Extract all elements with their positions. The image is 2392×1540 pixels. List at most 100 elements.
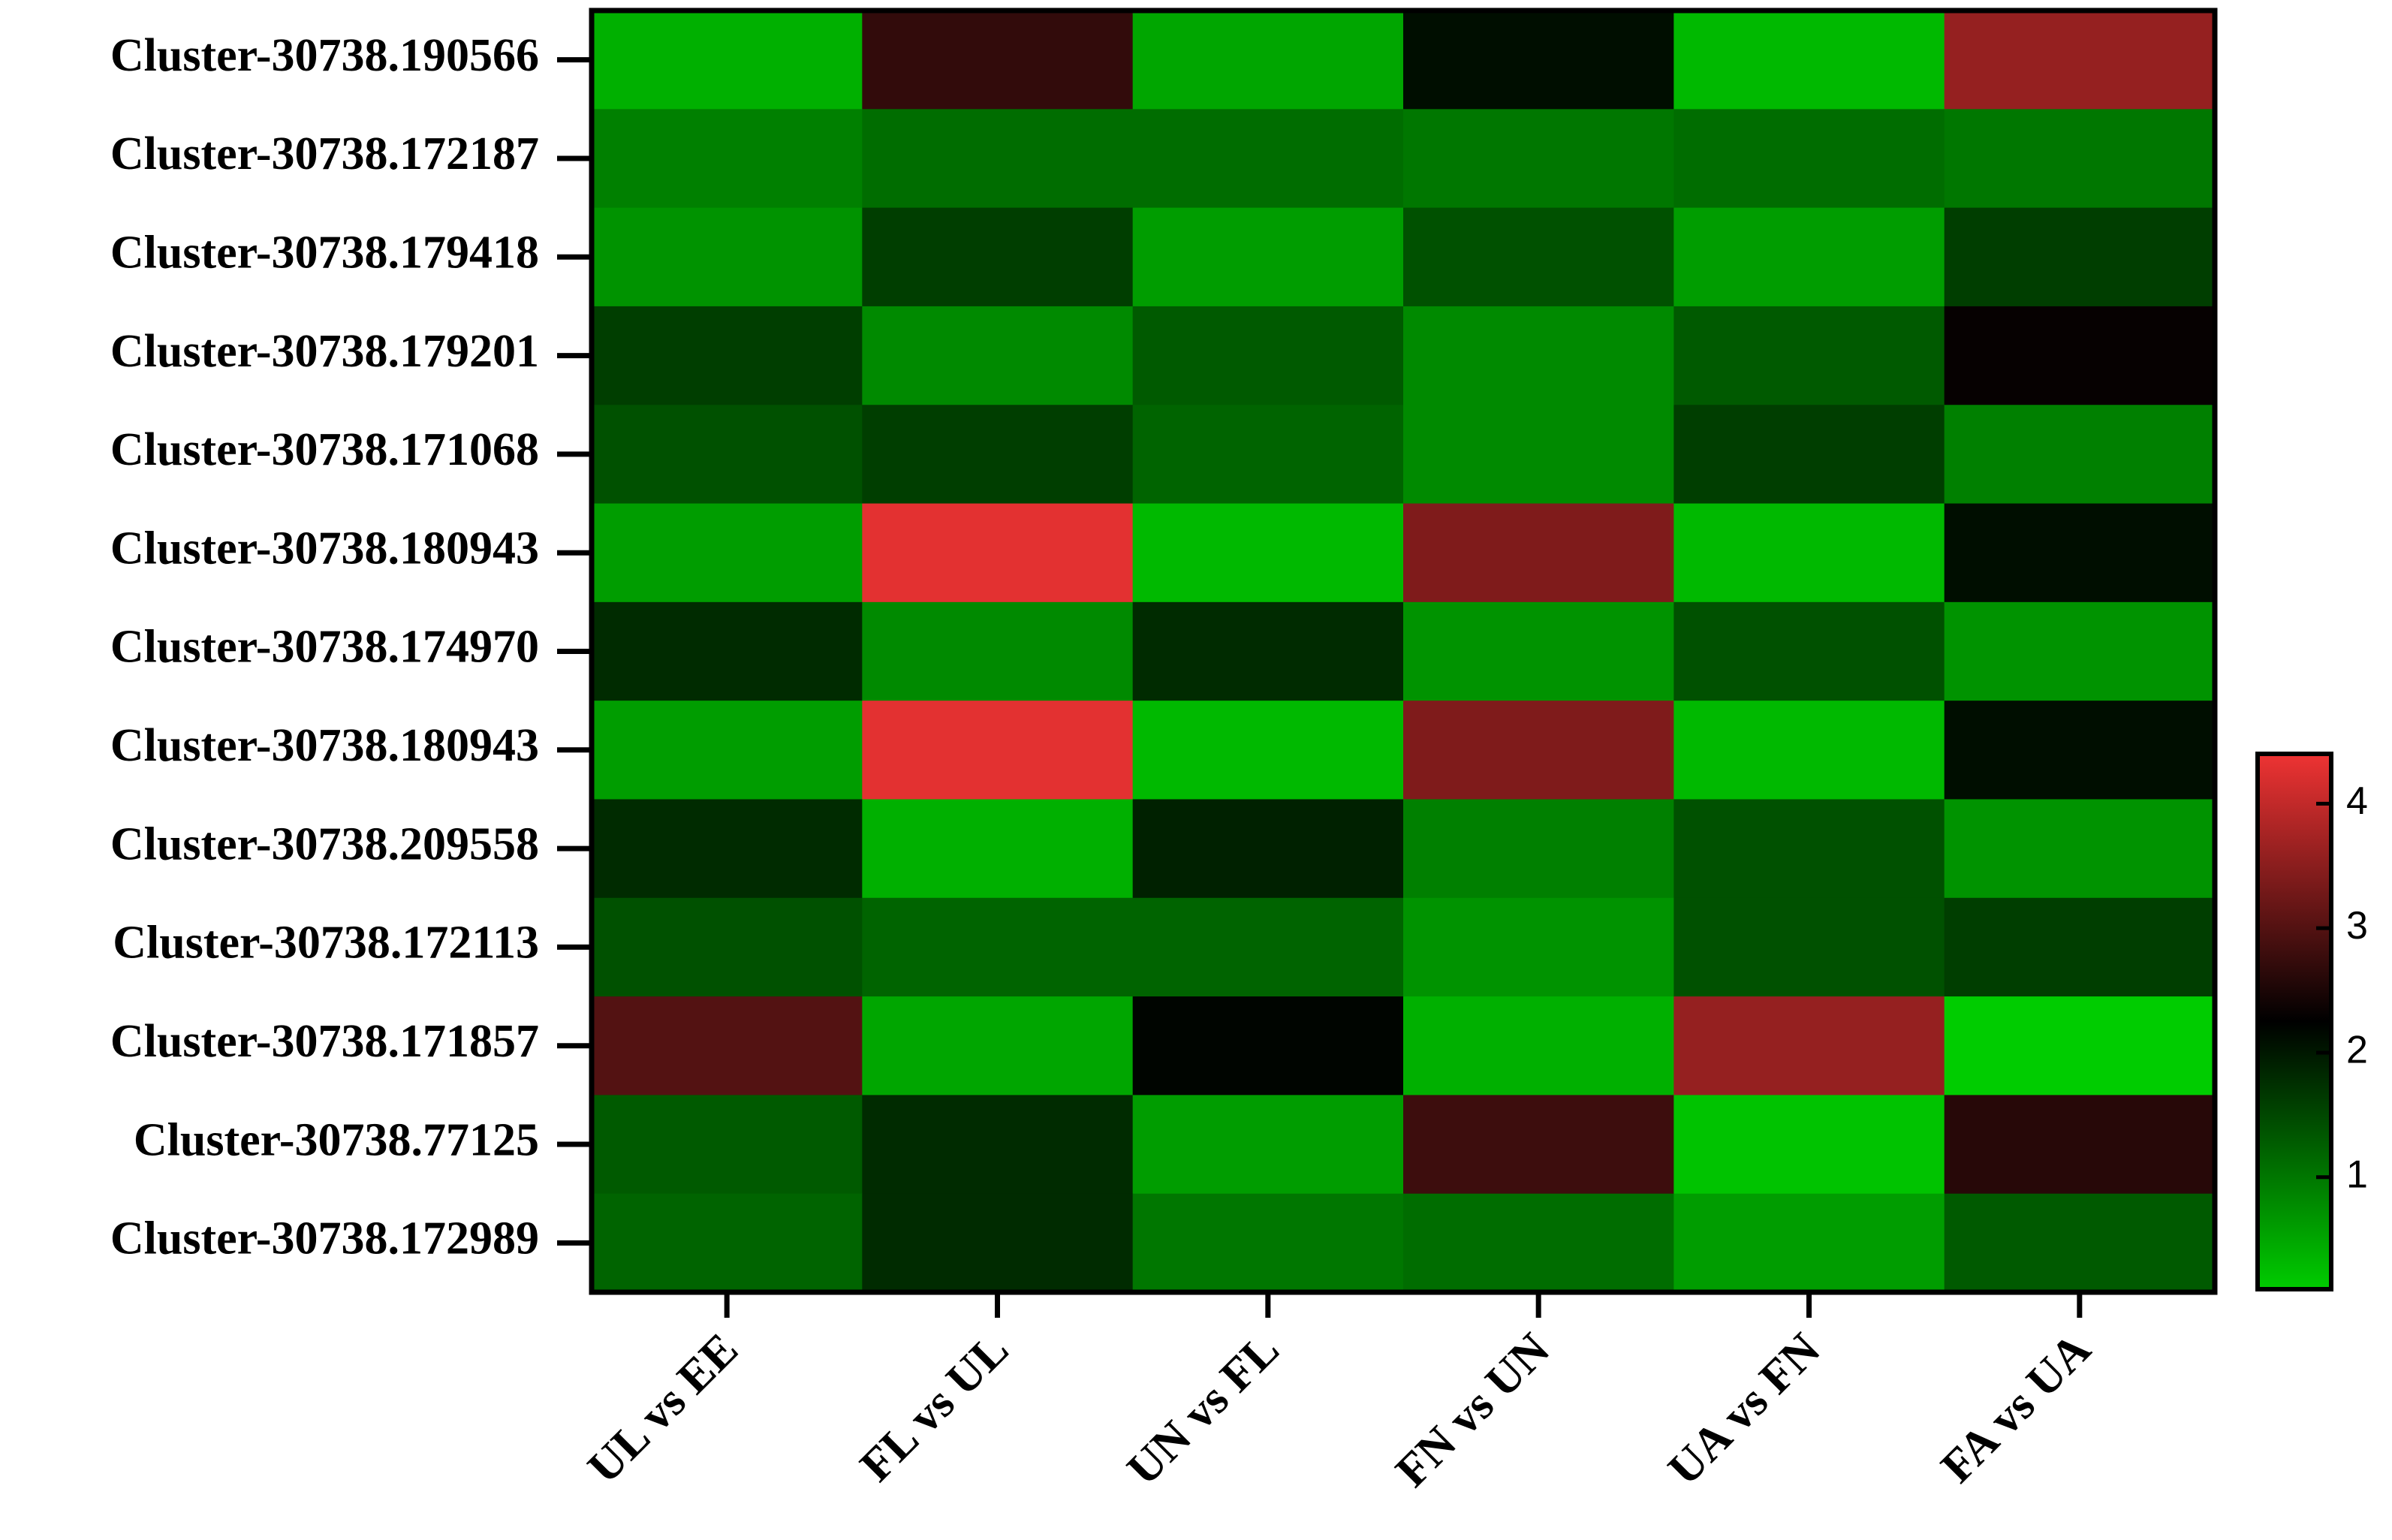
y-tick-label: Cluster-30738.179418 (110, 228, 539, 279)
heatmap-cell (1673, 1095, 1945, 1195)
heatmap-cell (1673, 405, 1945, 505)
heatmap-cell (1944, 207, 2216, 307)
y-tick-label: Cluster-30738.171857 (110, 1016, 539, 1067)
heatmap-cell (1403, 701, 1674, 800)
y-tick-label: Cluster-30738.190566 (110, 30, 539, 81)
heatmap-cell (862, 306, 1134, 405)
heatmap-cell (1132, 1193, 1404, 1293)
heatmap-cell (862, 11, 1134, 110)
heatmap-cell (862, 897, 1134, 997)
heatmap-cell (1944, 701, 2216, 800)
heatmap-cell (1132, 799, 1404, 899)
y-tick-label: Cluster-30738.171068 (110, 424, 539, 475)
heatmap-cell (592, 503, 863, 603)
heatmap-cell (1673, 996, 1945, 1095)
heatmap-cell (862, 109, 1134, 209)
heatmap-cell (1132, 306, 1404, 405)
heatmap-cell (1673, 601, 1945, 701)
heatmap-cell (1403, 503, 1674, 603)
heatmap-cell (1944, 601, 2216, 701)
heatmap-cell (862, 207, 1134, 307)
heatmap-cell (592, 897, 863, 997)
y-tick-label: Cluster-30738.209558 (110, 818, 539, 869)
y-tick-label: Cluster-30738.172187 (110, 128, 539, 179)
heatmap-cell (1944, 405, 2216, 505)
heatmap-cell (1132, 405, 1404, 505)
heatmap-cell (1132, 601, 1404, 701)
y-tick-label: Cluster-30738.180943 (110, 523, 539, 574)
heatmap-cell (862, 1095, 1134, 1195)
heatmap-cell (1403, 799, 1674, 899)
heatmap-cell (592, 1193, 863, 1293)
heatmap-cell (1403, 11, 1674, 110)
heatmap-cell (1944, 109, 2216, 209)
heatmap-cell (1944, 799, 2216, 899)
heatmap-cell (1944, 1193, 2216, 1293)
heatmap-cell (1132, 503, 1404, 603)
heatmap-cell (1673, 109, 1945, 209)
heatmap-cell (592, 405, 863, 505)
heatmap-cell (1403, 996, 1674, 1095)
heatmap-cell (1673, 897, 1945, 997)
heatmap-cell (592, 11, 863, 110)
heatmap-cell (592, 306, 863, 405)
x-tick-label: FA vs UA (1932, 1324, 2101, 1493)
heatmap-cell (592, 799, 863, 899)
heatmap-cell (1673, 11, 1945, 110)
x-tick-label: UL vs EE (578, 1324, 748, 1493)
heatmap-cell (862, 996, 1134, 1095)
heatmap-cell (1132, 996, 1404, 1095)
heatmap-cell (862, 405, 1134, 505)
heatmap-cell (1403, 207, 1674, 307)
heatmap-cell (592, 601, 863, 701)
heatmap-cell (1132, 701, 1404, 800)
y-tick-label: Cluster-30738.172113 (113, 918, 539, 969)
heatmap-cell (1944, 306, 2216, 405)
heatmap-cell (1944, 1095, 2216, 1195)
x-tick-label: FL vs UL (851, 1324, 1018, 1491)
heatmap-cell (1673, 701, 1945, 800)
heatmap-cell (1132, 1095, 1404, 1195)
y-tick-label: Cluster-30738.180943 (110, 720, 539, 771)
heatmap-cell (1673, 799, 1945, 899)
heatmap-cell (1132, 897, 1404, 997)
heatmap-cell (1673, 503, 1945, 603)
heatmap-cell (1132, 207, 1404, 307)
heatmap-cell (1403, 1095, 1674, 1195)
colorbar-tick-label: 1 (2346, 1153, 2368, 1197)
heatmap-cell (592, 996, 863, 1095)
heatmap-cell (862, 799, 1134, 899)
heatmap-cell (1403, 1193, 1674, 1293)
y-tick-label: Cluster-30738.77125 (134, 1114, 539, 1165)
heatmap-cell (592, 701, 863, 800)
heatmap-cell (592, 207, 863, 307)
y-tick-label: Cluster-30738.172989 (110, 1213, 539, 1264)
colorbar-tick-label: 4 (2346, 779, 2368, 823)
heatmap-cell (1944, 503, 2216, 603)
heatmap-cell (1673, 1193, 1945, 1293)
heatmap-cell (1403, 109, 1674, 209)
x-tick-label: UN vs FL (1117, 1324, 1288, 1495)
heatmap-cell (1403, 601, 1674, 701)
heatmap-cell (1132, 109, 1404, 209)
heatmap-cell (862, 1193, 1134, 1293)
x-tick-label: FN vs UN (1386, 1324, 1559, 1497)
heatmap-cell (862, 601, 1134, 701)
x-tick-label: UA vs FN (1658, 1324, 1830, 1495)
heatmap-cell (862, 701, 1134, 800)
y-tick-label: Cluster-30738.179201 (110, 326, 539, 377)
heatmap-cell (592, 109, 863, 209)
heatmap-cell (862, 503, 1134, 603)
heatmap-cell (1673, 207, 1945, 307)
heatmap-cell (1403, 405, 1674, 505)
y-tick-label: Cluster-30738.174970 (110, 622, 539, 673)
heatmap-cell (1944, 11, 2216, 110)
heatmap-cell (592, 1095, 863, 1195)
colorbar-tick-label: 3 (2346, 904, 2368, 948)
colorbar-tick-label: 2 (2346, 1029, 2368, 1072)
heatmap-cell (1673, 306, 1945, 405)
heatmap-cell (1132, 11, 1404, 110)
colorbar (2255, 752, 2333, 1291)
